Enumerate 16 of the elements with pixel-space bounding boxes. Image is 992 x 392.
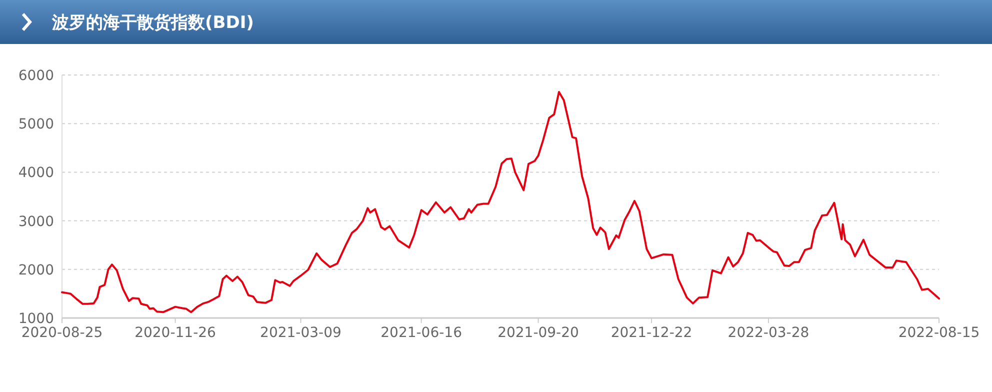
y-tick-label: 4000 <box>18 165 54 182</box>
y-tick-label: 5000 <box>18 116 54 133</box>
x-tick-label: 2020-08-25 <box>21 325 103 341</box>
chart-title: 波罗的海干散货指数(BDI) <box>51 13 254 33</box>
x-tick-label: 2022-03-28 <box>728 325 810 341</box>
y-tick-label: 6000 <box>18 68 54 84</box>
x-tick-label: 2022-08-15 <box>898 325 980 341</box>
x-tick-label: 2020-11-26 <box>134 325 216 341</box>
x-tick-label: 2021-12-22 <box>610 325 692 341</box>
x-tick-label: 2021-03-09 <box>260 325 342 341</box>
y-tick-label: 2000 <box>18 262 54 278</box>
x-tick-label: 2021-06-16 <box>380 325 462 341</box>
y-tick-label: 3000 <box>18 214 54 230</box>
line-series <box>61 91 940 314</box>
x-tick-label: 2021-09-20 <box>498 325 579 341</box>
y-tick-label: 1000 <box>18 311 54 327</box>
